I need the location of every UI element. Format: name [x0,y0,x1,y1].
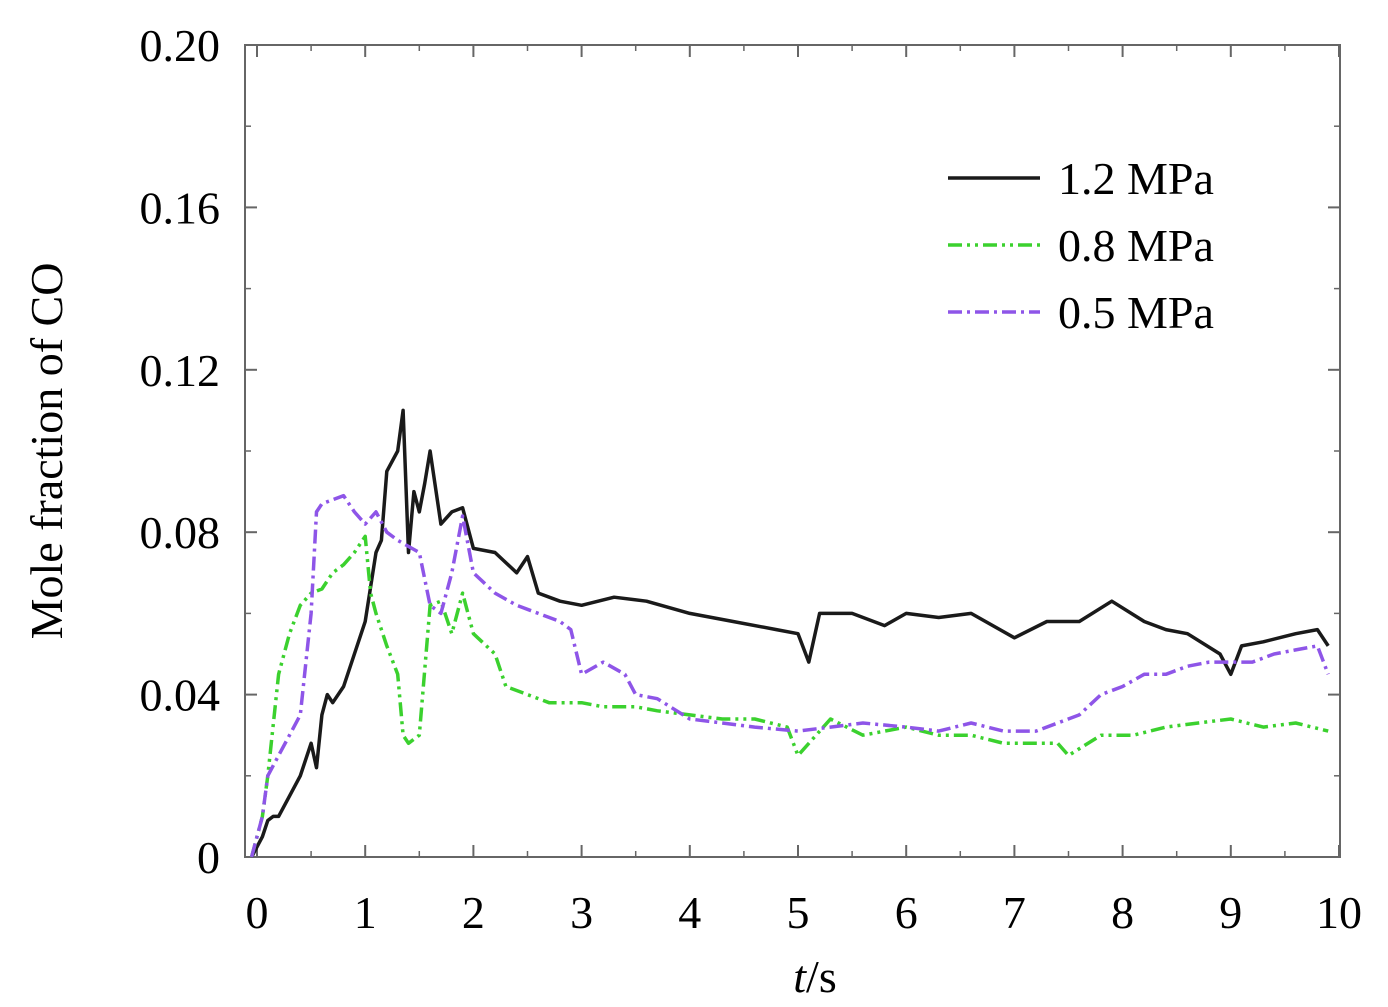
series-line-3 [249,493,1330,858]
legend-label-1: 1.2 MPa [1058,153,1214,204]
x-tick-label-4: 4 [678,887,701,938]
series-line-2 [249,534,1329,858]
y-tick-label-0.2: 0.20 [140,20,221,71]
x-tick-label-1: 1 [354,887,377,938]
x-tick-label-2: 2 [462,887,485,938]
series-line-1 [250,408,1330,858]
y-tick-label-0.08: 0.08 [140,507,221,558]
legend-label-2: 0.8 MPa [1058,220,1214,271]
x-tick-label-7: 7 [1003,887,1026,938]
x-axis-title-unit: /s [806,951,837,1002]
x-tick-label-0: 0 [246,887,269,938]
y-axis-title: Mole fraction of CO [21,263,72,640]
x-tick-label-8: 8 [1111,887,1134,938]
y-tick-label-0: 0 [197,832,220,883]
x-tick-label-9: 9 [1219,887,1242,938]
axis-ticks: 0 1 2 3 4 5 6 7 8 9 10 0 0.04 0.08 0.12 0.16 0.20 [140,20,1363,938]
series-group [249,408,1330,858]
x-tick-label-6: 6 [895,887,918,938]
y-tick-label-0.16: 0.16 [140,182,221,233]
x-tick-label-3: 3 [570,887,593,938]
x-axis-title-variable: t [793,951,807,1002]
y-tick-label-0.12: 0.12 [140,345,221,396]
x-axis-title: t/s [793,951,836,1002]
y-tick-label-0.04: 0.04 [140,670,221,721]
x-tick-label-5: 5 [787,887,810,938]
legend: 1.2 MPa 0.8 MPa 0.5 MPa [948,153,1214,338]
legend-label-3: 0.5 MPa [1058,287,1214,338]
x-tick-label-10: 10 [1316,887,1362,938]
